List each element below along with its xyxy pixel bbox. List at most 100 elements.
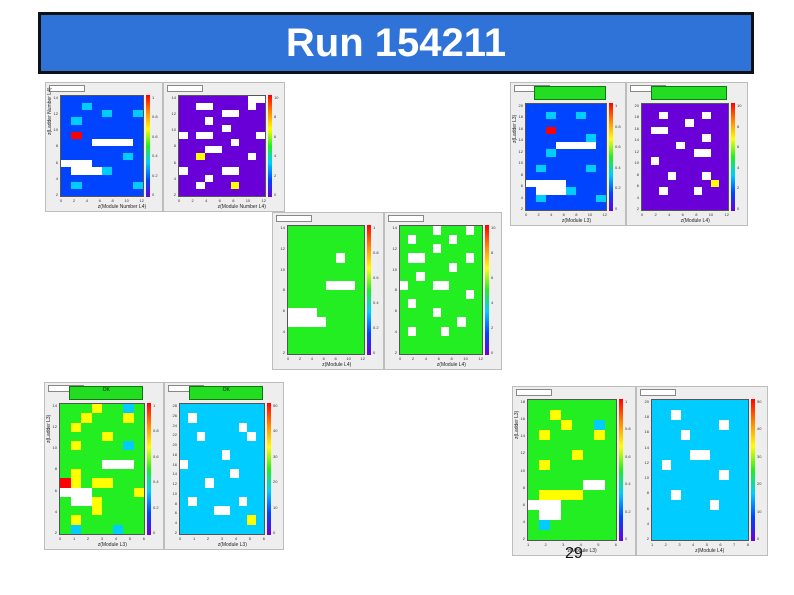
histogram-cell (187, 124, 197, 132)
histogram-cell (222, 145, 231, 154)
histogram-cell (702, 172, 711, 180)
x-axis-ticks-label: 8 (575, 212, 578, 217)
histogram-cell (449, 290, 458, 300)
histogram-cell (576, 134, 586, 142)
histogram-cell (680, 430, 691, 440)
histogram-cell (326, 244, 336, 254)
histogram-cell (539, 480, 550, 490)
histogram-cell (536, 179, 546, 188)
histogram-cell (710, 134, 720, 142)
histogram-cell (102, 131, 113, 139)
histogram-cell (709, 450, 720, 460)
z-axis-ticks: 0 2 4 6 8 10 (274, 95, 282, 197)
histogram-cell (556, 149, 566, 157)
histogram-cell (676, 179, 685, 188)
histogram-cell (583, 400, 594, 410)
histogram-cell (583, 440, 594, 450)
histogram-cell (70, 478, 81, 488)
histogram-cell (536, 149, 546, 157)
histogram-cell (526, 202, 536, 210)
histogram-cell (465, 271, 474, 281)
histogram-cell (561, 400, 572, 410)
histogram-cell (102, 459, 113, 469)
histogram-cell (255, 478, 264, 488)
x-axis-ticks-label: 5 (597, 542, 600, 547)
z-axis-ticks-label: 4 (274, 153, 277, 159)
histogram-cell (326, 235, 336, 245)
histogram-cell (213, 459, 222, 469)
histogram-cell (256, 117, 265, 125)
histogram-cell (230, 478, 239, 488)
histogram-cell (465, 335, 474, 345)
y-axis-ticks-label: 20 (518, 103, 523, 108)
histogram-cell (652, 450, 662, 460)
histogram-cell (702, 194, 711, 203)
histogram-cell (230, 515, 239, 525)
histogram-cell (213, 506, 222, 516)
histogram-cell (719, 490, 729, 500)
histogram-cell (710, 141, 720, 150)
histogram-cell (709, 480, 720, 490)
histogram-cell (316, 262, 326, 272)
histogram-cell (576, 111, 586, 120)
histogram-cell (297, 344, 307, 354)
y-axis-ticks-label: 4 (636, 194, 639, 200)
histogram-cell (550, 470, 561, 480)
histogram-cell (550, 530, 561, 540)
histogram-cell (307, 280, 317, 290)
histogram-cell (354, 280, 364, 290)
histogram-cell (255, 487, 264, 497)
y-axis-ticks-label: 20 (644, 399, 649, 404)
histogram-cell (576, 149, 586, 157)
histogram-cell (180, 459, 189, 469)
histogram-cell (728, 410, 739, 420)
y-axis-ticks-label: 10 (52, 445, 57, 451)
histogram-cell (556, 119, 566, 127)
histogram-cell (335, 280, 345, 290)
y-axis-ticks-label: 8 (646, 490, 649, 496)
histogram-cell (693, 202, 703, 210)
y-axis-label: z(Ladder Number L4) (47, 87, 53, 135)
histogram-cell (583, 480, 594, 490)
histogram-cell (354, 226, 364, 236)
histogram-cell (345, 244, 355, 254)
histogram-cell (528, 410, 539, 420)
z-axis-ticks-label: 50 (757, 399, 762, 404)
histogram-cell (700, 530, 710, 540)
histogram-cell (566, 202, 576, 210)
histogram-cell (354, 344, 364, 354)
histogram-cell (91, 478, 102, 488)
histogram-cell (650, 119, 660, 127)
x-axis-ticks-label: 6 (562, 212, 565, 217)
histogram-cell (196, 413, 206, 423)
histogram-cell (239, 153, 248, 161)
y-axis-ticks-label: 6 (174, 510, 177, 516)
y-axis-ticks-label: 6 (173, 159, 176, 165)
histogram-cell (440, 235, 450, 245)
histogram-cell (572, 520, 583, 530)
histogram-cell (400, 308, 409, 318)
z-axis-ticks-label: 2 (491, 325, 494, 330)
histogram-cell (700, 520, 710, 530)
histogram-cell (61, 110, 72, 118)
histogram-cell (661, 430, 672, 440)
histogram-cell (572, 440, 583, 450)
y-axis-ticks-label: 14 (392, 225, 397, 230)
histogram-cell (586, 202, 596, 210)
histogram-cell (546, 126, 556, 135)
histogram-cell (132, 138, 143, 146)
histogram-cell (133, 487, 144, 497)
y-axis-ticks: 2 4 6 8 10 12 14 (389, 225, 397, 355)
histogram-panel-br-a: 0 0.2 0.4 0.6 0.8 1 2 4 6 8 10 12 14 16 18 1 2 3 4 5 6 z(Ladd… (512, 386, 636, 556)
histogram-cell (247, 506, 256, 516)
histogram-cell (457, 299, 466, 309)
histogram-cell (576, 119, 586, 127)
histogram-cell (719, 410, 729, 420)
histogram-cell (652, 530, 662, 540)
histogram-cell (416, 235, 425, 245)
histogram-cell (213, 496, 222, 507)
y-axis-ticks-label: 10 (171, 127, 176, 133)
histogram-cell (671, 440, 681, 450)
histogram-cell (667, 164, 677, 173)
histogram-cell (180, 422, 189, 432)
